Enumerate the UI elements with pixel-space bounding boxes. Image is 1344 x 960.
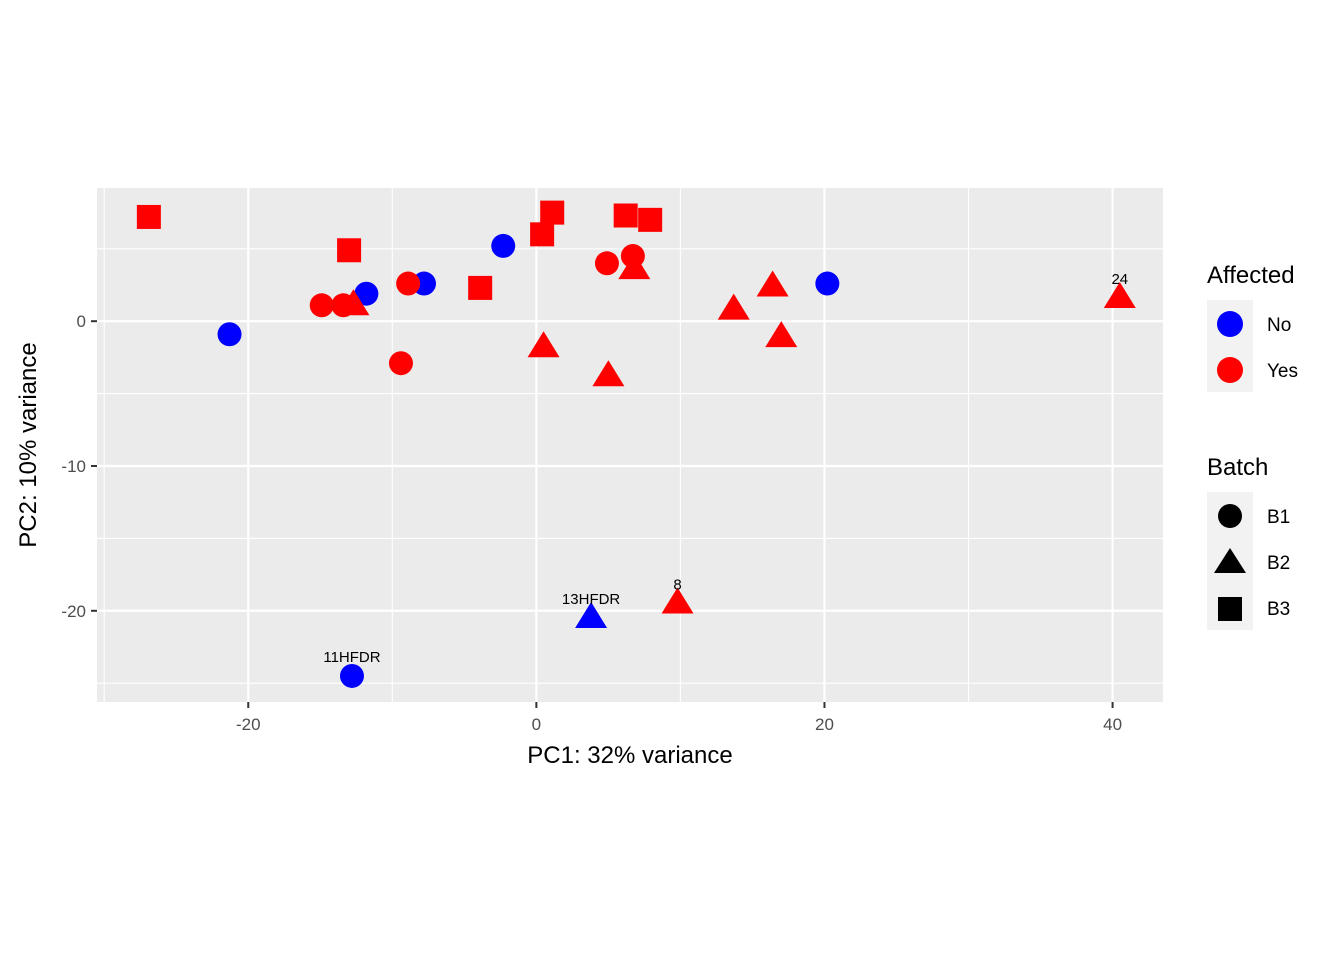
data-point (717, 293, 750, 320)
x-tick-label: 0 (532, 715, 541, 734)
x-axis-title: PC1: 32% variance (527, 742, 732, 769)
x-tick-label: 40 (1103, 715, 1122, 734)
data-point (354, 281, 379, 306)
data-point (815, 271, 840, 296)
data-point (540, 200, 565, 225)
data-point (618, 253, 651, 280)
data-point (339, 663, 364, 688)
data-point (756, 270, 789, 297)
data-point (468, 275, 493, 300)
legend-label-no: No (1267, 315, 1291, 336)
legend-key-yes (1217, 357, 1243, 383)
x-tick-label: 20 (815, 715, 834, 734)
legend-key-b3-square (1218, 597, 1242, 621)
legend-label-b1: B1 (1267, 507, 1290, 528)
legend-key-b1-circle (1218, 504, 1242, 528)
point-labels: 11HFDR 13HFDR 24 8 (323, 271, 1128, 666)
data-point (1103, 282, 1136, 309)
data-point (396, 271, 421, 296)
data-point (491, 233, 516, 258)
data-point (575, 602, 608, 629)
data-point (136, 204, 161, 229)
y-axis-title: PC2: 10% variance (15, 342, 42, 547)
y-axis-ticks: 0 -10 -20 (61, 312, 97, 621)
data-points (136, 200, 1136, 688)
legend-label-yes: Yes (1267, 361, 1298, 382)
data-point (309, 293, 334, 318)
legend-key-no (1217, 311, 1243, 337)
minor-gridlines (97, 188, 1163, 702)
data-point (765, 321, 798, 348)
y-tick-label: 0 (77, 312, 86, 331)
legend-label-b2: B2 (1267, 553, 1290, 574)
data-point (217, 322, 242, 347)
data-point (592, 360, 625, 387)
y-tick-label: -20 (61, 602, 86, 621)
x-tick-label: -20 (236, 715, 261, 734)
data-point (661, 587, 694, 614)
point-label: 11HFDR (323, 649, 380, 666)
legend-affected: Affected No Yes (1207, 262, 1298, 392)
legend-batch-title: Batch (1207, 454, 1268, 481)
data-point (530, 222, 555, 247)
y-tick-label: -10 (61, 457, 86, 476)
legend-key-b2-triangle (1214, 548, 1246, 573)
data-point (337, 289, 370, 316)
data-point (337, 238, 362, 263)
x-axis-ticks: -20 0 20 40 (236, 702, 1122, 734)
data-point (527, 331, 560, 358)
data-point (613, 203, 638, 228)
data-point (388, 351, 413, 376)
point-label: 13HFDR (562, 591, 621, 608)
data-point (638, 207, 663, 232)
legend-label-b3: B3 (1267, 599, 1290, 620)
data-point (594, 251, 619, 276)
legend-affected-title: Affected (1207, 262, 1295, 289)
legend-batch: Batch B1 B2 B3 (1207, 454, 1290, 630)
point-label: 8 (673, 577, 681, 594)
point-label: 24 (1111, 271, 1128, 288)
